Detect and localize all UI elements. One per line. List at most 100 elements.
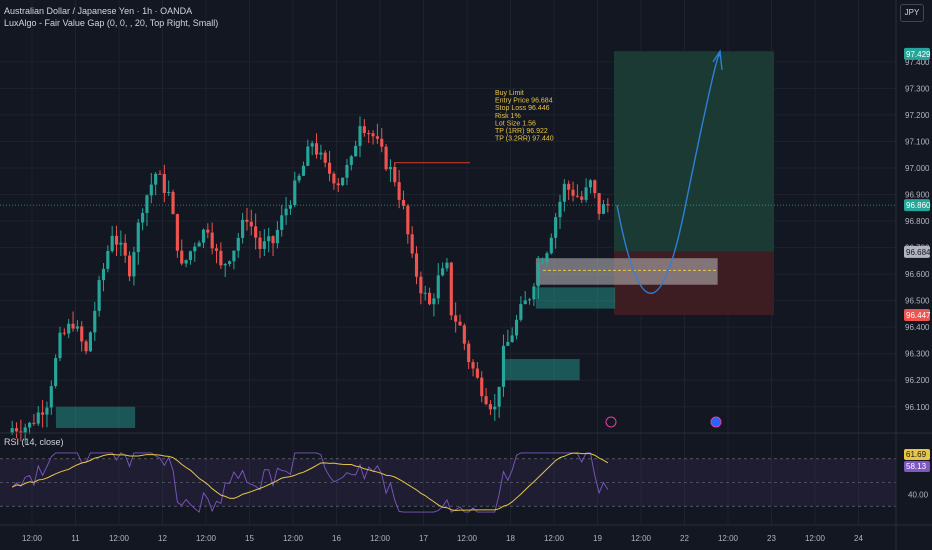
candle	[484, 396, 488, 405]
candle	[14, 428, 19, 432]
trade-note-line: Risk 1%	[495, 113, 521, 120]
candle	[593, 180, 597, 194]
candle	[288, 205, 293, 209]
time-tick-label: 12:00	[805, 534, 826, 543]
candles	[10, 116, 610, 444]
candle	[23, 427, 27, 434]
candle	[567, 183, 571, 190]
price-axis[interactable]: 96.10096.20096.30096.40096.50096.60096.7…	[904, 47, 931, 412]
fvg-zone	[535, 258, 718, 285]
candle	[58, 332, 62, 359]
candle	[519, 304, 523, 320]
candle	[545, 253, 549, 263]
candle	[45, 407, 49, 415]
candle	[562, 183, 566, 202]
candle	[358, 126, 362, 146]
candle	[606, 204, 610, 206]
candle	[123, 242, 127, 256]
candle	[541, 262, 545, 264]
candle	[254, 226, 258, 238]
price-tick-label: 96.100	[905, 403, 930, 412]
candle	[319, 152, 323, 155]
time-tick-label: 18	[506, 534, 515, 543]
candle	[506, 341, 510, 346]
candle	[114, 235, 119, 245]
time-tick-label: 22	[680, 534, 689, 543]
time-tick-label: 12:00	[109, 534, 130, 543]
candle	[458, 321, 462, 326]
price-tick-label: 96.600	[905, 270, 930, 279]
candle	[71, 323, 75, 329]
candle	[554, 217, 558, 238]
candle	[406, 205, 410, 235]
candle	[401, 199, 406, 206]
candle	[132, 252, 136, 277]
candle	[332, 173, 336, 184]
candle	[171, 191, 175, 215]
price-tick-label: 97.000	[905, 164, 930, 173]
price-tick-label: 96.500	[905, 297, 930, 306]
candle	[471, 362, 475, 369]
candle	[488, 404, 493, 410]
candle	[367, 133, 371, 135]
candle	[497, 386, 501, 407]
candle	[423, 292, 427, 294]
candle	[475, 368, 479, 378]
candle	[245, 219, 249, 222]
trade-note-line: TP (3.2RR) 97.440	[495, 136, 554, 143]
candle	[145, 195, 149, 213]
time-tick-label: 17	[419, 534, 428, 543]
price-tick-label: 97.300	[905, 84, 930, 93]
candle	[110, 235, 114, 252]
price-tick-label: 97.200	[905, 111, 930, 120]
candle	[158, 173, 162, 175]
candle	[597, 193, 601, 214]
candle	[141, 212, 145, 223]
candle	[223, 263, 227, 266]
candle	[227, 261, 232, 264]
price-tick-label: 96.400	[905, 323, 930, 332]
candle	[480, 377, 484, 397]
candle	[201, 229, 206, 243]
candle	[436, 275, 440, 299]
trade-note-line: Buy Limit	[495, 90, 524, 97]
candle	[193, 246, 197, 252]
projection-arrowhead	[712, 49, 723, 70]
candle	[493, 406, 497, 410]
candle	[393, 167, 397, 183]
candle	[527, 299, 532, 301]
candle	[371, 133, 375, 137]
candle	[375, 136, 379, 139]
candle	[362, 126, 366, 134]
trade-note-line: Lot Size 1.56	[495, 120, 536, 127]
candle	[345, 165, 349, 178]
candle	[336, 183, 340, 186]
candle	[575, 195, 579, 197]
candle	[532, 286, 536, 300]
candle	[10, 428, 14, 434]
candle	[462, 325, 466, 344]
candle	[384, 146, 388, 170]
time-tick-label: 12:00	[283, 534, 304, 543]
currency-button[interactable]: JPY	[900, 4, 924, 22]
candle	[306, 146, 310, 166]
trade-note-line: TP (1RR) 96.922	[495, 128, 548, 135]
candle	[571, 189, 575, 196]
price-tick-label: 96.200	[905, 376, 930, 385]
candle	[219, 250, 223, 266]
candle	[397, 182, 401, 200]
time-tick-label: 12:00	[370, 534, 391, 543]
candle	[284, 208, 288, 216]
candle	[445, 262, 449, 269]
rsi-tick-label: 40.00	[908, 490, 929, 499]
candle	[467, 343, 471, 363]
time-tick-label: 12:00	[631, 534, 652, 543]
time-tick-label: 15	[245, 534, 254, 543]
candle	[349, 156, 353, 166]
candle	[88, 332, 93, 352]
candle	[454, 315, 458, 322]
calendar-event-icon	[710, 416, 722, 428]
